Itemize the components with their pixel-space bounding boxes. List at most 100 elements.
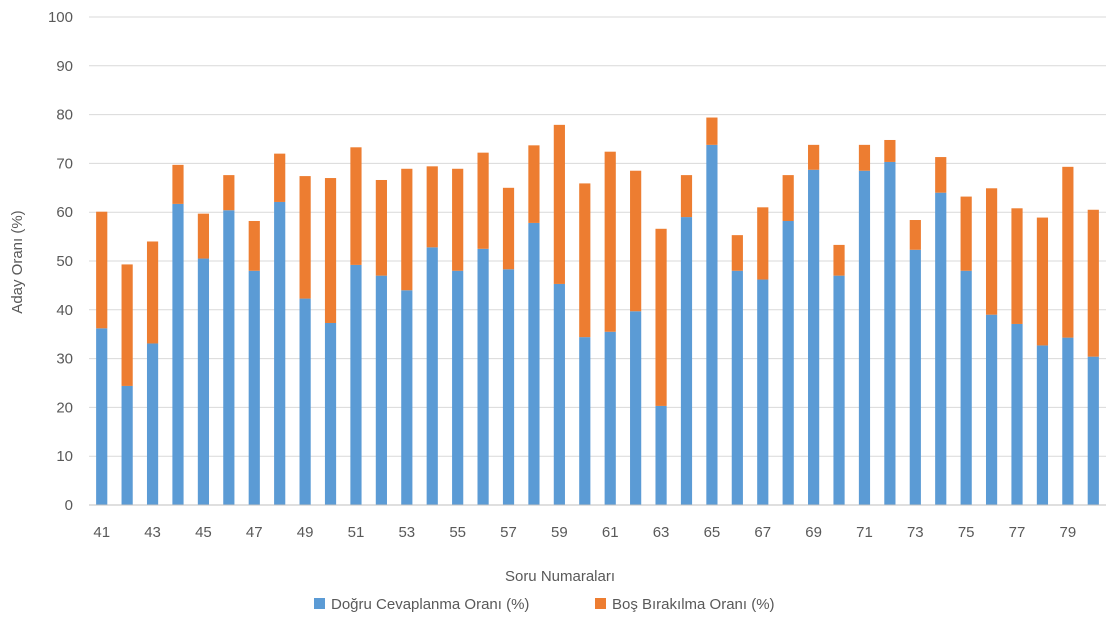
- bar-correct-59: [553, 283, 565, 505]
- x-tick-label: 71: [856, 524, 873, 541]
- bar-blank-41: [96, 211, 108, 329]
- x-tick-label: 63: [653, 524, 670, 541]
- bar-blank-53: [401, 168, 413, 291]
- bar-correct-58: [528, 222, 540, 505]
- bar-blank-80: [1087, 209, 1099, 357]
- bar-correct-65: [706, 144, 718, 506]
- bar-correct-42: [121, 385, 133, 505]
- bar-correct-55: [452, 270, 464, 505]
- x-tick-label: 59: [551, 524, 568, 541]
- y-tick-label: 90: [56, 58, 73, 75]
- bar-blank-67: [757, 207, 769, 280]
- bar-blank-74: [935, 157, 947, 193]
- bar-correct-67: [757, 279, 769, 505]
- bar-correct-43: [146, 343, 159, 505]
- y-axis-tick-labels: 0 10 20 30 40 50 60 70 80 90 100: [48, 9, 73, 514]
- bar-correct-60: [579, 337, 591, 505]
- gridlines: [89, 16, 1106, 457]
- bar-blank-47: [248, 220, 260, 271]
- bar-correct-73: [909, 249, 921, 505]
- bar-blank-66: [731, 235, 743, 271]
- x-tick-label: 75: [958, 524, 975, 541]
- y-tick-label: 80: [56, 107, 73, 124]
- x-tick-label: 61: [602, 524, 619, 541]
- bar-blank-79: [1062, 166, 1074, 338]
- bar-blank-62: [630, 170, 642, 312]
- x-tick-label: 51: [348, 524, 365, 541]
- bar-correct-45: [197, 258, 210, 505]
- y-tick-label: 0: [65, 497, 73, 514]
- bar-blank-73: [909, 220, 921, 250]
- bar-blank-56: [477, 152, 489, 249]
- bar-correct-54: [426, 247, 438, 505]
- y-tick-label: 70: [56, 155, 73, 172]
- y-axis-title: Aday Oranı (%): [9, 210, 26, 313]
- bar-correct-78: [1036, 345, 1049, 505]
- x-tick-label: 43: [144, 524, 161, 541]
- bar-blank-69: [808, 144, 820, 170]
- legend-label-correct: Doğru Cevaplanma Oranı (%): [331, 596, 529, 613]
- y-tick-label: 40: [56, 302, 73, 319]
- bar-blank-57: [502, 187, 515, 270]
- bar-correct-79: [1062, 337, 1074, 505]
- bar-blank-70: [833, 244, 845, 276]
- bar-correct-44: [172, 203, 184, 505]
- x-tick-label: 79: [1060, 524, 1077, 541]
- x-tick-label: 67: [754, 524, 771, 541]
- y-tick-label: 10: [56, 448, 73, 465]
- bar-correct-46: [223, 210, 235, 505]
- bar-blank-78: [1036, 217, 1049, 346]
- y-tick-label: 100: [48, 9, 73, 26]
- bar-correct-62: [630, 311, 642, 505]
- x-tick-label: 65: [704, 524, 721, 541]
- bar-blank-59: [553, 124, 565, 284]
- bar-correct-49: [299, 298, 311, 505]
- x-tick-label: 41: [93, 524, 110, 541]
- bar-blank-45: [197, 213, 210, 259]
- bar-blank-44: [172, 164, 184, 204]
- legend-label-blank: Boş Bırakılma Oranı (%): [612, 596, 775, 613]
- bar-blank-63: [655, 228, 667, 406]
- bar-blank-52: [375, 179, 387, 276]
- legend-swatch-correct: [314, 598, 325, 609]
- bar-correct-69: [808, 169, 820, 506]
- x-axis-tick-labels: 41 43 45 47 49 51 53 55 57 59 61 63 65 67 69 71 73 75 77 79: [93, 524, 1076, 541]
- bar-blank-77: [1011, 208, 1023, 324]
- bar-correct-71: [858, 170, 871, 505]
- bar-correct-74: [935, 192, 947, 505]
- bar-correct-61: [604, 331, 616, 505]
- x-tick-label: 53: [398, 524, 415, 541]
- bar-correct-47: [248, 270, 260, 505]
- bar-correct-66: [731, 270, 743, 505]
- bar-correct-41: [96, 328, 108, 505]
- x-tick-label: 55: [449, 524, 466, 541]
- bar-blank-61: [604, 151, 616, 332]
- y-tick-label: 60: [56, 204, 73, 221]
- bar-correct-80: [1087, 356, 1099, 505]
- x-axis-title: Soru Numaraları: [505, 568, 615, 585]
- y-tick-label: 50: [56, 253, 73, 270]
- bar-blank-75: [960, 196, 972, 271]
- bar-correct-53: [401, 290, 413, 505]
- bar-correct-57: [502, 269, 515, 505]
- bar-blank-68: [782, 175, 794, 221]
- bar-blank-49: [299, 176, 311, 299]
- bar-blank-51: [350, 147, 362, 265]
- bar-blank-55: [452, 168, 464, 271]
- y-tick-label: 30: [56, 351, 73, 368]
- bar-correct-63: [655, 405, 667, 505]
- bar-blank-42: [121, 264, 133, 386]
- bar-blank-54: [426, 166, 438, 248]
- x-tick-label: 73: [907, 524, 924, 541]
- bars: [96, 117, 1099, 506]
- legend: Doğru Cevaplanma Oranı (%) Boş Bırakılma…: [314, 596, 775, 613]
- x-tick-label: 77: [1009, 524, 1026, 541]
- x-tick-label: 47: [246, 524, 263, 541]
- bar-blank-72: [884, 139, 896, 162]
- bar-correct-48: [274, 201, 286, 505]
- bar-blank-43: [146, 241, 159, 344]
- y-tick-label: 20: [56, 399, 73, 416]
- bar-correct-70: [833, 275, 845, 505]
- x-tick-label: 49: [297, 524, 314, 541]
- bar-blank-71: [858, 144, 871, 171]
